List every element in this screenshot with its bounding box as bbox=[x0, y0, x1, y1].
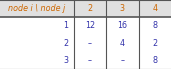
Text: 12: 12 bbox=[85, 21, 95, 30]
Text: 8: 8 bbox=[152, 21, 157, 30]
Text: node i \ node j: node i \ node j bbox=[8, 4, 65, 13]
Text: 8: 8 bbox=[152, 56, 157, 65]
FancyBboxPatch shape bbox=[0, 0, 171, 17]
Text: –: – bbox=[120, 56, 124, 65]
Text: 4: 4 bbox=[120, 39, 125, 48]
Text: 3: 3 bbox=[63, 56, 68, 65]
Text: 2: 2 bbox=[87, 4, 92, 13]
Text: 2: 2 bbox=[63, 39, 68, 48]
Text: 2: 2 bbox=[152, 39, 157, 48]
Text: 1: 1 bbox=[63, 21, 68, 30]
Text: 16: 16 bbox=[117, 21, 127, 30]
Text: –: – bbox=[88, 39, 92, 48]
Text: 4: 4 bbox=[152, 4, 157, 13]
Text: –: – bbox=[88, 56, 92, 65]
Text: 3: 3 bbox=[120, 4, 125, 13]
